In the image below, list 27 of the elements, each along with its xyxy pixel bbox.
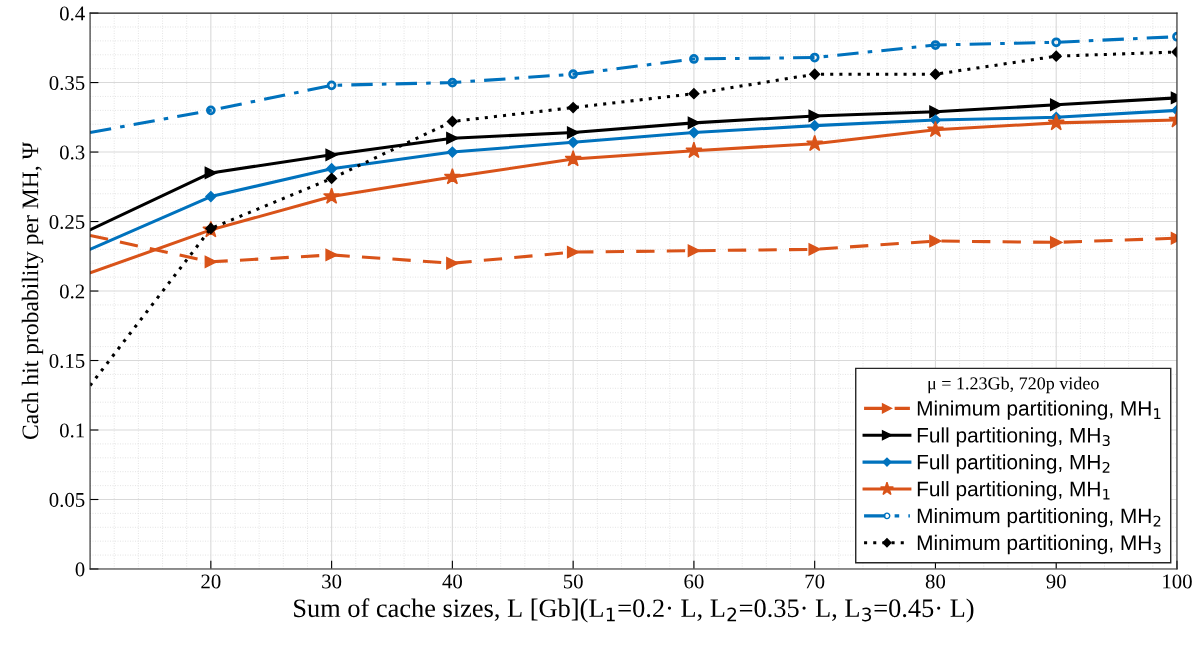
y-tick-label: 0.1	[59, 423, 84, 438]
y-tick-label: 0.2	[59, 284, 85, 299]
y-tick-label: 0.4	[59, 6, 85, 21]
y-tick-label: 0.15	[49, 353, 85, 369]
y-tick-label: 0.35	[49, 75, 85, 91]
x-tick-label: 90	[1046, 574, 1066, 589]
y-tick-label: 0	[75, 562, 85, 577]
x-tick-label: 70	[805, 574, 825, 589]
y-tick-label: 0.25	[49, 214, 85, 230]
x-tick-label: 20	[201, 574, 221, 589]
x-tick-label: 50	[563, 574, 583, 589]
x-axis-title: Sum of cache sizes, L [Gb](L$_{1}$=0.2· L, L$_{2}$=0.35· L, L$_{3}$=0.45· L)	[294, 598, 974, 623]
legend-label: Minimum partitioning, MH$_{1}$	[917, 400, 1161, 420]
x-tick-label: 100	[1163, 574, 1192, 589]
x-tick-label: 30	[322, 574, 342, 589]
x-tick-label: 60	[684, 574, 704, 589]
legend-title: μ = 1.23Gb, 720p video	[928, 376, 1099, 394]
legend-label: Full partitioning, MH$_{2}$	[917, 454, 1110, 474]
legend-label: Minimum partitioning, MH$_{2}$	[917, 507, 1161, 528]
y-axis-title: Cach hit probability per MH, Ψ	[21, 142, 44, 440]
legend-label: Full partitioning, MH$_{3}$	[917, 427, 1110, 447]
y-tick-label: 0.05	[49, 492, 85, 508]
y-tick-label: 0.3	[59, 145, 85, 160]
x-tick-label: 40	[442, 574, 462, 589]
legend-label: Full partitioning, MH$_{1}$	[917, 481, 1110, 501]
legend-label: Minimum partitioning, MH$_{3}$	[917, 534, 1161, 555]
x-tick-label: 80	[925, 574, 946, 589]
